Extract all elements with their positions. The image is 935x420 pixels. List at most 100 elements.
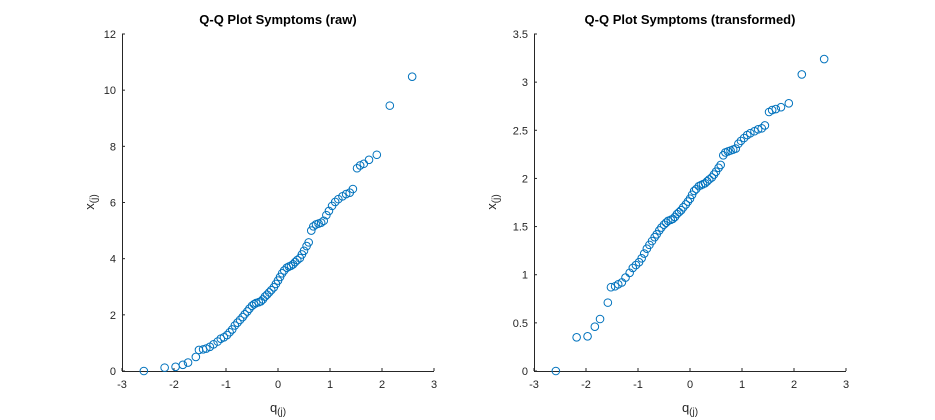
data-point <box>348 184 358 194</box>
y-tick-label: 0 <box>110 366 116 378</box>
chart-title: Q-Q Plot Symptoms (raw) <box>199 12 356 27</box>
qq-plot-transformed: Q-Q Plot Symptoms (transformed) -3 -2 -1 0 1… <box>484 12 849 418</box>
x-tick-label: 3 <box>431 379 437 391</box>
data-point <box>661 218 671 228</box>
x-tick-label: 1 <box>739 379 745 391</box>
data-point <box>590 322 600 332</box>
data-point <box>776 102 786 112</box>
y-tick-label: 3 <box>522 77 528 89</box>
data-point <box>674 207 684 217</box>
data-point <box>341 189 351 199</box>
y-tick-label: 2 <box>522 173 528 185</box>
data-point <box>178 360 188 370</box>
data-point <box>784 99 794 108</box>
data-point <box>213 337 222 346</box>
data-point <box>230 321 240 330</box>
data-point <box>183 358 193 367</box>
data-point <box>299 246 309 256</box>
x-tick-label: -2 <box>581 379 591 391</box>
data-point <box>266 285 276 295</box>
data-point <box>304 238 313 247</box>
data-point <box>309 222 318 231</box>
data-point <box>797 70 807 79</box>
data-point <box>235 315 245 325</box>
data-point <box>306 226 316 235</box>
data-point <box>240 309 250 319</box>
y-tick-label: 0 <box>522 366 528 378</box>
data-point <box>139 366 149 376</box>
y-tick-label: 2.5 <box>513 125 528 137</box>
data-point <box>171 362 180 372</box>
data-point <box>330 197 340 207</box>
data-point <box>678 203 688 212</box>
data-point <box>628 263 638 273</box>
data-point <box>683 197 693 206</box>
y-axis-label: x(j) <box>82 194 100 209</box>
data-point <box>681 200 691 209</box>
data-point <box>771 104 781 114</box>
y-tick-label: 3.5 <box>513 29 528 41</box>
data-point <box>316 218 326 228</box>
data-point <box>757 124 767 133</box>
data-point <box>243 307 252 316</box>
data-point <box>385 101 395 110</box>
x-tick-label: 2 <box>791 379 797 391</box>
data-point <box>734 139 743 149</box>
data-point <box>655 226 664 235</box>
data-point <box>324 206 334 216</box>
x-tick-label: 3 <box>843 379 849 391</box>
data-point <box>551 366 561 376</box>
data-points <box>551 54 829 376</box>
x-tick-label: -1 <box>633 379 643 391</box>
data-point <box>225 327 234 337</box>
y-axis-label: x(j) <box>484 194 502 209</box>
data-point <box>650 232 659 242</box>
y-axis-ticks: 0 0.5 1 1.5 2 2.5 3 3.5 <box>513 29 537 378</box>
data-point <box>746 128 755 138</box>
data-point <box>709 170 719 179</box>
y-tick-label: 6 <box>110 198 116 210</box>
data-point <box>676 205 686 215</box>
data-point <box>277 268 287 278</box>
x-axis-label: q(j) <box>682 400 698 418</box>
data-point <box>222 330 232 340</box>
x-tick-label: -1 <box>221 379 231 391</box>
data-point <box>714 163 723 173</box>
data-point <box>819 54 829 64</box>
y-axis-ticks: 0 2 4 6 8 10 12 <box>104 29 125 378</box>
data-point <box>704 175 714 184</box>
data-point <box>160 363 169 372</box>
data-point <box>364 155 374 165</box>
data-point <box>639 249 649 258</box>
y-tick-label: 2 <box>110 310 116 322</box>
data-point <box>322 210 331 220</box>
data-point <box>191 352 201 362</box>
data-point <box>245 304 254 313</box>
data-point <box>731 144 741 153</box>
data-point <box>606 282 616 292</box>
data-point <box>631 260 641 270</box>
data-point <box>595 314 605 324</box>
chart-title: Q-Q Plot Symptoms (transformed) <box>585 12 796 27</box>
data-point <box>760 121 770 130</box>
x-tick-label: -3 <box>529 379 539 391</box>
x-tick-label: -2 <box>169 379 179 391</box>
x-axis-ticks: -3 -2 -1 0 1 2 3 <box>117 368 437 391</box>
data-point <box>707 173 717 182</box>
x-tick-label: -3 <box>117 379 127 391</box>
y-tick-label: 0.5 <box>513 318 528 330</box>
data-point <box>319 216 329 226</box>
data-point <box>238 312 247 322</box>
qq-plot-raw: Q-Q Plot Symptoms (raw) -3 -2 -1 0 1 2 3 02468… <box>82 12 437 418</box>
y-tick-label: 8 <box>110 141 116 153</box>
y-tick-label: 10 <box>104 85 116 97</box>
data-point <box>292 255 302 265</box>
data-point <box>603 298 613 307</box>
data-point <box>753 125 763 134</box>
data-point <box>572 333 581 342</box>
data-point <box>637 254 646 263</box>
data-point <box>264 288 274 297</box>
data-point <box>583 332 592 341</box>
data-point <box>657 223 666 232</box>
x-tick-label: 0 <box>275 379 281 391</box>
